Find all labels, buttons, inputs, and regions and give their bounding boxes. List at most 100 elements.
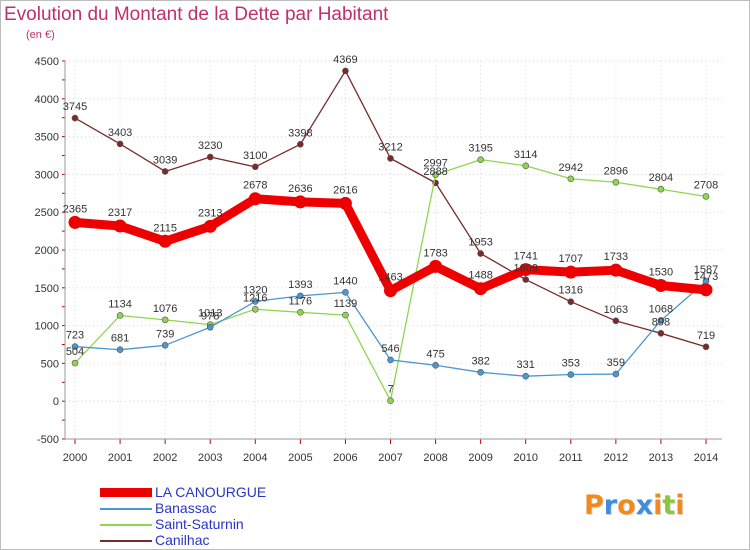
data-label-canilhac: 4369 — [333, 54, 357, 66]
data-point-saint-saturnin — [612, 178, 620, 186]
data-label-saint-saturnin: 1013 — [198, 308, 222, 320]
data-label-banassac: 1068 — [649, 303, 673, 315]
x-tick-label: 2006 — [333, 452, 357, 464]
y-tick-label: 500 — [41, 358, 59, 370]
data-label-banassac: 1440 — [333, 275, 357, 287]
data-label-la-canourgue: 1463 — [378, 272, 402, 284]
data-point-la-canourgue — [384, 284, 397, 298]
chart-title: Evolution du Montant de la Dette par Hab… — [4, 4, 389, 25]
data-point-la-canourgue — [113, 219, 127, 233]
logo-letter: o — [617, 490, 636, 521]
data-point-saint-saturnin — [477, 156, 484, 163]
data-label-banassac: 546 — [381, 343, 399, 355]
y-tick-label: 3000 — [35, 169, 59, 181]
data-label-la-canourgue: 1707 — [559, 253, 583, 265]
legend-label: Canilhac — [155, 532, 210, 548]
data-point-canilhac — [297, 141, 304, 148]
x-tick-label: 2011 — [559, 452, 583, 464]
data-label-canilhac: 3100 — [243, 150, 267, 162]
data-label-la-canourgue: 2616 — [333, 184, 357, 196]
data-point-canilhac — [657, 330, 665, 337]
x-tick-label: 2012 — [604, 452, 628, 464]
x-tick-label: 2003 — [198, 452, 222, 464]
legend-label: Banassac — [155, 500, 217, 516]
data-point-canilhac — [477, 250, 484, 257]
data-label-banassac: 1320 — [243, 284, 267, 296]
x-tick-label: 2008 — [423, 452, 447, 464]
y-tick-label: -500 — [37, 434, 59, 446]
data-point-canilhac — [71, 114, 79, 122]
data-label-canilhac: 719 — [697, 330, 715, 342]
data-point-la-canourgue — [248, 192, 262, 206]
data-label-saint-saturnin: 2708 — [694, 179, 718, 191]
data-label-saint-saturnin: 7 — [387, 384, 393, 396]
data-label-la-canourgue: 1488 — [468, 270, 492, 282]
data-label-la-canourgue: 2115 — [153, 222, 177, 234]
legend-item-banassac: Banassac — [100, 501, 340, 517]
data-label-saint-saturnin: 1216 — [243, 292, 267, 304]
y-tick-label: 4000 — [35, 94, 59, 106]
y-tick-label: 1500 — [35, 283, 59, 295]
chart-subtitle: (en €) — [26, 29, 55, 41]
legend: LA CANOURGUE Banassac Saint-Saturnin Can… — [100, 485, 340, 549]
data-point-banassac — [206, 323, 214, 331]
y-tick-label: 2500 — [35, 207, 59, 219]
data-label-saint-saturnin: 504 — [66, 346, 84, 358]
x-tick-label: 2001 — [108, 452, 132, 464]
data-point-banassac — [567, 371, 575, 378]
data-label-banassac: 681 — [111, 333, 129, 345]
data-label-banassac: 723 — [66, 330, 84, 342]
data-point-banassac — [116, 346, 124, 354]
legend-swatch-saint-saturnin — [100, 524, 152, 526]
data-point-saint-saturnin — [387, 397, 394, 404]
x-tick-label: 2014 — [694, 452, 718, 464]
data-point-banassac — [612, 370, 620, 378]
data-label-saint-saturnin: 2997 — [423, 158, 447, 170]
data-point-la-canourgue — [699, 283, 713, 297]
data-point-saint-saturnin — [251, 305, 259, 313]
logo-letter: x — [635, 490, 654, 521]
data-point-canilhac — [161, 168, 169, 175]
x-tick-label: 2009 — [468, 452, 492, 464]
data-label-banassac: 382 — [471, 355, 489, 367]
data-label-canilhac: 898 — [652, 316, 670, 328]
data-point-la-canourgue — [474, 282, 488, 296]
data-label-banassac: 1393 — [288, 279, 312, 291]
data-label-la-canourgue: 1473 — [694, 271, 718, 283]
data-label-saint-saturnin: 1134 — [108, 298, 132, 310]
data-label-canilhac: 3745 — [63, 101, 87, 113]
legend-swatch-la-canourgue — [100, 488, 152, 497]
data-point-saint-saturnin — [702, 193, 710, 200]
x-tick-label: 2007 — [378, 452, 402, 464]
data-point-banassac — [657, 317, 665, 324]
data-label-saint-saturnin: 2942 — [559, 162, 583, 174]
legend-item-la-canourgue: LA CANOURGUE — [100, 485, 340, 501]
logo-letter: t — [662, 490, 676, 521]
data-label-la-canourgue: 1783 — [423, 247, 447, 259]
data-point-saint-saturnin — [657, 185, 665, 193]
data-label-saint-saturnin: 1176 — [289, 295, 313, 307]
data-point-canilhac — [251, 163, 259, 171]
y-tick-label: 2000 — [35, 245, 59, 257]
data-point-canilhac — [116, 140, 124, 148]
data-label-banassac: 359 — [607, 357, 625, 369]
data-label-canilhac: 2888 — [423, 166, 447, 178]
data-label-banassac: 1587 — [694, 264, 718, 276]
data-point-banassac — [387, 356, 394, 364]
data-label-canilhac: 3212 — [378, 141, 402, 153]
legend-item-canilhac: Canilhac — [100, 533, 340, 549]
data-label-banassac: 475 — [426, 348, 444, 360]
data-point-la-canourgue — [654, 279, 668, 293]
data-label-la-canourgue: 2678 — [243, 180, 267, 192]
data-label-saint-saturnin: 1076 — [153, 303, 177, 315]
proxiti-logo: Proxiti — [584, 490, 685, 521]
data-point-saint-saturnin — [432, 171, 439, 178]
data-label-canilhac: 3230 — [198, 140, 222, 152]
data-point-canilhac — [567, 298, 575, 306]
data-point-banassac — [342, 289, 349, 296]
data-point-saint-saturnin — [297, 308, 304, 316]
data-point-saint-saturnin — [522, 162, 530, 170]
data-point-canilhac — [522, 276, 530, 283]
data-point-la-canourgue — [609, 263, 623, 277]
